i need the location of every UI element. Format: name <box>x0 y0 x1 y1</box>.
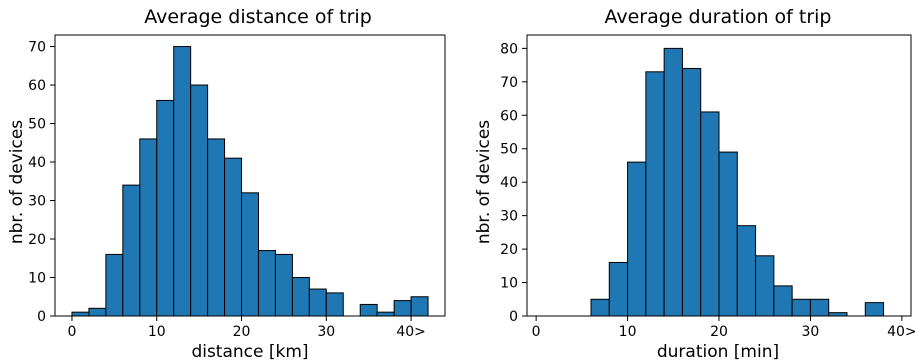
distance-x-axis-label: distance [km] <box>191 342 308 362</box>
duration-x-axis-label: duration [min] <box>657 342 779 362</box>
distance-bar <box>139 138 158 317</box>
duration-bar <box>809 298 830 317</box>
distance-bar <box>393 300 412 317</box>
distance-bar <box>207 138 226 317</box>
duration-bar <box>590 298 610 317</box>
distance-tick-labels: 0 10 20 30 40> 0 10 20 30 40 50 60 70 <box>28 40 426 340</box>
duration-histogram: Average duration of trip nbr. of devices… <box>474 6 915 362</box>
distance-y-tick-label: 20 <box>28 232 46 248</box>
duration-bar <box>864 302 885 317</box>
duration-y-tick-label: 70 <box>500 75 518 91</box>
distance-bar <box>325 292 344 317</box>
distance-bar <box>71 311 90 317</box>
distance-y-tick-label: 30 <box>28 194 46 210</box>
duration-bars <box>590 47 885 317</box>
duration-chart-title: Average duration of trip <box>604 6 831 28</box>
distance-x-tick-label: 30 <box>317 324 335 340</box>
duration-bar <box>645 71 665 317</box>
distance-bar <box>274 253 293 317</box>
distance-y-tick-label: 70 <box>28 40 46 56</box>
duration-bar <box>627 161 647 317</box>
duration-bar <box>718 151 738 317</box>
distance-x-tick-label: 10 <box>148 324 166 340</box>
distance-bar <box>376 311 395 317</box>
distance-bar <box>241 192 259 317</box>
duration-y-tick-label: 20 <box>500 242 518 258</box>
duration-y-tick-label: 0 <box>509 309 518 325</box>
distance-bar <box>156 99 175 317</box>
distance-chart-title: Average distance of trip <box>144 6 372 28</box>
duration-y-tick-label: 10 <box>500 276 518 292</box>
duration-x-tick-label: 20 <box>710 324 728 340</box>
duration-x-tick-label: 0 <box>532 324 541 340</box>
distance-bars <box>71 46 429 317</box>
distance-bar <box>224 157 243 317</box>
distance-y-axis-label: nbr. of devices <box>7 120 27 244</box>
duration-x-tick-label: 40> <box>887 324 915 340</box>
distance-bar <box>190 84 209 317</box>
distance-y-tick-label: 0 <box>37 309 46 325</box>
duration-bar <box>681 67 702 317</box>
duration-y-tick-label: 50 <box>500 142 518 158</box>
distance-bar <box>122 184 141 317</box>
duration-plot-frame <box>526 34 912 317</box>
duration-x-tick-label: 30 <box>802 324 820 340</box>
distance-bar <box>257 250 276 317</box>
duration-y-axis-label: nbr. of devices <box>474 120 494 244</box>
distance-bar <box>410 296 429 317</box>
distance-x-tick-label: 40> <box>396 324 426 340</box>
duration-y-tick-label: 60 <box>500 108 518 124</box>
distance-bar <box>308 288 327 317</box>
duration-bar <box>828 312 848 317</box>
duration-y-tick-label: 80 <box>500 41 518 57</box>
duration-bar <box>700 111 720 317</box>
distance-plot-frame <box>54 34 446 317</box>
duration-bar <box>773 285 793 317</box>
distance-y-tick-label: 60 <box>28 78 46 94</box>
duration-y-tick-label: 30 <box>500 209 518 225</box>
distance-bar <box>359 303 378 317</box>
duration-bar <box>608 261 629 317</box>
distance-bar <box>88 307 107 317</box>
distance-y-tick-label: 40 <box>28 155 46 171</box>
distance-bar <box>291 277 310 317</box>
distance-y-tick-label: 10 <box>28 271 46 287</box>
duration-bar <box>736 225 757 317</box>
distance-bar <box>173 46 192 317</box>
distance-y-tick-label: 50 <box>28 117 46 133</box>
duration-bar <box>663 47 683 317</box>
distance-bar <box>105 253 124 317</box>
duration-bar <box>791 298 811 317</box>
distance-histogram: Average distance of trip nbr. of devices… <box>7 6 446 362</box>
duration-x-tick-label: 10 <box>619 324 637 340</box>
duration-y-tick-label: 40 <box>500 175 518 191</box>
duration-tick-labels: 0 10 20 30 40> 0 10 20 30 40 50 60 70 80 <box>500 41 915 340</box>
distance-x-tick-label: 20 <box>233 324 251 340</box>
duration-bar <box>755 255 775 317</box>
distance-x-tick-label: 0 <box>67 324 76 340</box>
